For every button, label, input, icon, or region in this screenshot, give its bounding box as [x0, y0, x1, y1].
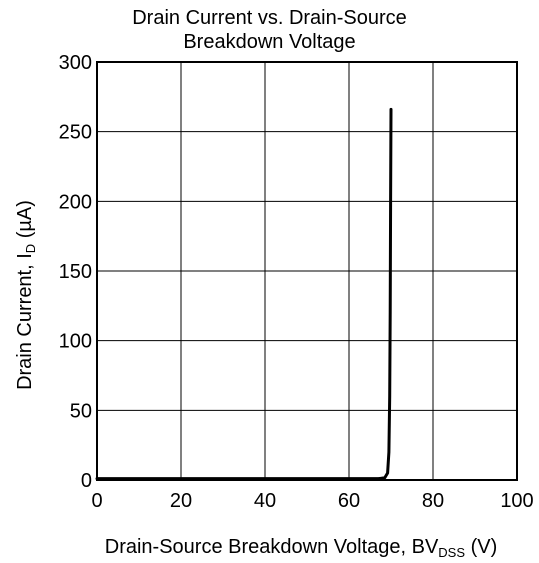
y-tick-labels: 0 50 100 150 200 250 300	[59, 52, 92, 492]
y-tick-label-100: 100	[59, 331, 92, 353]
series-line-drain-current	[95, 107, 393, 481]
y-tick-label-150: 150	[59, 261, 92, 283]
chart-title-line-2: Breakdown Voltage	[183, 31, 356, 53]
chart-title: Drain Current vs. Drain-Source Breakdown…	[0, 6, 539, 54]
chart-title-line-1: Drain Current vs. Drain-Source	[132, 7, 407, 29]
x-axis-label-subscript: DSS	[438, 545, 465, 560]
y-tick-label-250: 250	[59, 122, 92, 144]
x-tick-label-100: 100	[500, 490, 533, 512]
y-tick-label-300: 300	[59, 52, 92, 74]
x-tick-label-80: 80	[422, 490, 444, 512]
y-tick-label-0: 0	[81, 470, 92, 492]
x-tick-label-20: 20	[170, 490, 192, 512]
x-axis-label-main: Drain-Source Breakdown Voltage, BV	[105, 536, 439, 558]
y-tick-label-50: 50	[70, 400, 92, 422]
x-tick-labels: 0 20 40 60 80 100	[91, 490, 533, 512]
x-axis-label-unit: (V)	[465, 536, 497, 558]
x-tick-label-0: 0	[91, 490, 102, 512]
y-tick-label-200: 200	[59, 191, 92, 213]
grid-lines	[96, 61, 518, 481]
y-axis-label: Drain Current, ID (µA)	[14, 200, 38, 390]
y-axis-label-unit: (µA)	[14, 200, 36, 244]
x-axis-label: Drain-Source Breakdown Voltage, BVDSS (V…	[105, 536, 497, 560]
x-tick-label-40: 40	[254, 490, 276, 512]
x-tick-label-60: 60	[338, 490, 360, 512]
y-axis-label-main: Drain Current, I	[14, 253, 36, 390]
y-axis-label-subscript: D	[23, 244, 38, 253]
